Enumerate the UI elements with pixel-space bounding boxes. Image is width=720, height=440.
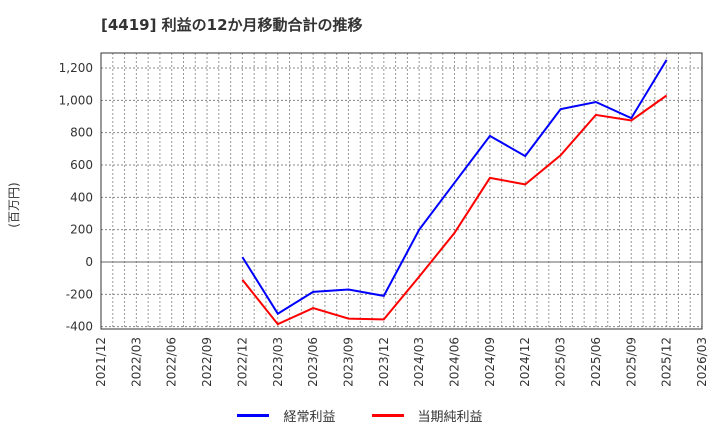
series-lines [241, 59, 668, 326]
y-tick-label: -400 [66, 320, 93, 334]
legend-swatch-red [371, 414, 404, 417]
y-tick-label: 0 [85, 255, 93, 269]
y-tick-label: 800 [70, 126, 93, 140]
x-axis-ticks: 2021/12 2022/03 2022/06 2022/09 2022/12 2023/… [94, 337, 709, 387]
series-line [241, 59, 668, 316]
x-tick-label: 2022/12 [235, 337, 249, 387]
x-tick-label: 2022/03 [129, 337, 143, 387]
x-tick-label: 2026/03 [695, 337, 709, 387]
y-tick-label: 200 [70, 223, 93, 237]
x-tick-label: 2023/09 [341, 337, 355, 387]
legend-label: 当期純利益 [417, 410, 483, 425]
x-tick-label: 2023/12 [377, 337, 391, 387]
y-tick-label: 1,200 [59, 61, 93, 75]
legend-label: 経常利益 [283, 410, 336, 425]
x-tick-label: 2024/03 [412, 337, 426, 387]
x-tick-label: 2022/09 [200, 337, 214, 387]
x-tick-label: 2022/06 [165, 337, 179, 387]
y-axis-label: (百万円) [7, 182, 21, 227]
x-tick-label: 2024/09 [483, 337, 497, 387]
axes [100, 52, 703, 330]
x-tick-label: 2021/12 [94, 337, 108, 387]
legend: 経常利益 当期純利益 [0, 406, 720, 425]
y-tick-label: 600 [70, 158, 93, 172]
legend-swatch-blue [237, 414, 270, 417]
chart-title: [4419] 利益の12か月移動合計の推移 [101, 16, 363, 34]
x-tick-label: 2024/12 [518, 337, 532, 387]
x-tick-label: 2023/03 [271, 337, 285, 387]
y-tick-label: 1,000 [59, 93, 93, 107]
y-tick-label: 400 [70, 190, 93, 204]
y-axis-ticks: -400 -200 0 200 400 600 800 1,000 1,200 [59, 61, 93, 334]
grid-lines [101, 53, 702, 329]
legend-item-net-profit: 当期純利益 [371, 406, 483, 425]
legend-item-ordinary-profit: 経常利益 [237, 406, 336, 425]
series-line [241, 94, 668, 326]
y-tick-label: -200 [66, 287, 93, 301]
x-tick-label: 2025/03 [554, 337, 568, 387]
x-tick-label: 2025/09 [624, 337, 638, 387]
x-tick-label: 2023/06 [306, 337, 320, 387]
x-tick-label: 2025/12 [660, 337, 674, 387]
x-tick-label: 2024/06 [448, 337, 462, 387]
x-tick-label: 2025/06 [589, 337, 603, 387]
